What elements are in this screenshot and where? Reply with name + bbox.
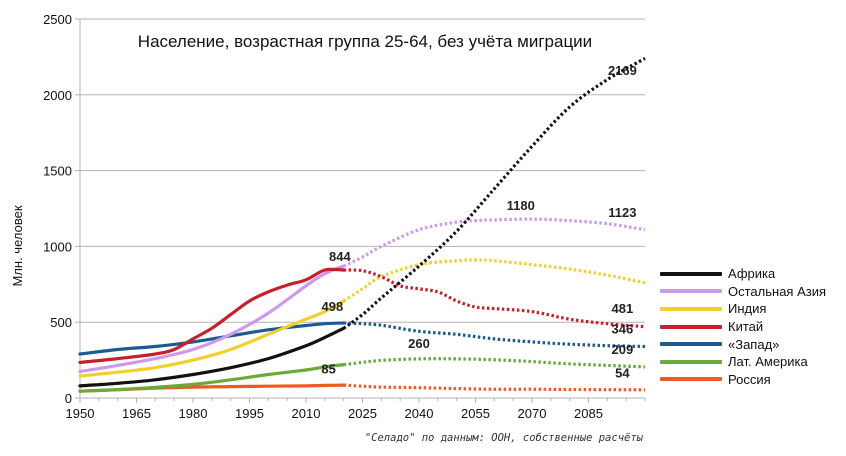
series-history-line [78,267,346,364]
legend-label: «Запад» [728,336,780,352]
chart-title: Население, возрастная группа 25-64, без … [138,32,592,51]
legend-swatch [660,359,722,364]
data-label: 209 [612,342,634,357]
x-tick-label: 2025 [348,406,377,421]
axes: 0 500 1000 1500 2000 2500 1950 1965 1980 1995 2010… [43,12,646,421]
series-history-line [78,299,346,378]
series-projection-line [343,357,646,369]
series-lines [78,57,646,393]
x-tick-label: 2040 [405,406,434,421]
y-axis-label: Млн. человек [10,205,25,286]
series-history-line [78,363,346,393]
legend-item: Остальная Азия [660,283,846,301]
series-projection-line [343,217,646,268]
x-tick-label: 2010 [292,406,321,421]
x-tick-label: 1995 [235,406,264,421]
series-projection-line [343,268,646,329]
legend-swatch [660,306,722,311]
data-label: 54 [615,366,630,381]
x-tick-label: 1950 [66,406,95,421]
x-tick-label: 2055 [461,406,490,421]
data-label: 2169 [608,63,637,78]
data-label: 481 [612,301,634,316]
series-projection-line [343,321,646,349]
x-tick-label: 2070 [518,406,547,421]
series-history-line [78,264,346,374]
data-label: 1180 [507,198,535,213]
legend-swatch [660,324,722,329]
x-tick-label: 1980 [179,406,208,421]
legend-item: Индия [660,300,846,318]
legend-item: Россия [660,371,846,389]
legend-swatch [660,271,722,276]
y-tick-label: 0 [65,391,72,406]
series-projection-line [342,258,646,303]
y-tick-label: 1000 [43,239,72,254]
legend-label: Лат. Америка [728,354,808,370]
source-note: "Селадо" по данным: ООН, собственные рас… [364,432,643,444]
x-tick-label: 1965 [122,406,151,421]
x-tick-label: 2085 [574,406,603,421]
legend-swatch [660,342,722,347]
legend-swatch [660,377,722,382]
legend-item: Лат. Америка [660,353,846,371]
data-label: 85 [321,362,335,377]
y-tick-label: 500 [50,315,72,330]
data-label: 1123 [608,205,636,220]
y-tick-label: 2000 [43,88,72,103]
series-history-line [78,326,346,388]
legend-label: Китай [728,319,764,335]
y-tick-label: 2500 [43,12,72,27]
data-label: 844 [329,249,351,264]
legend-item: Китай [660,318,846,336]
series-projection-line [343,383,646,392]
legend-item: Африка [660,265,846,283]
data-label: 260 [408,336,430,351]
data-labels: 2169 1180 1123 844 498 481 346 260 209 85 54 [321,63,636,380]
y-tick-label: 1500 [43,164,72,179]
legend-swatch [660,289,722,294]
legend-label: Африка [728,266,776,282]
legend-label: Россия [728,371,771,387]
data-label: 346 [612,322,634,337]
grid-lines [80,18,645,399]
legend-label: Остальная Азия [728,283,827,299]
series-projection-line [342,57,646,330]
data-label: 498 [322,299,344,314]
legend: Африка Остальная Азия Индия Китай «Запад» Лат… [660,265,846,388]
legend-item: «Запад» [660,335,846,353]
legend-label: Индия [728,301,767,317]
